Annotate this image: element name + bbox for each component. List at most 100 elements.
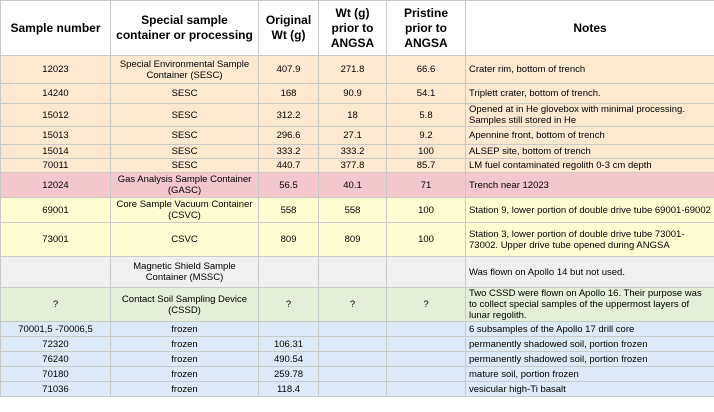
cell-original-wt: 490.54 [258,351,319,367]
sample-table: Sample number Special sample container o… [0,0,714,397]
cell-wt-prior [318,366,387,382]
cell-wt-prior: 271.8 [318,55,387,84]
cell-wt-prior [318,321,387,337]
table-row: 76240 frozen 490.54 permanently shadowed so… [0,351,714,367]
cell-container: Contact Soil Sampling Device (CSSD) [110,287,259,322]
header-wt-prior: Wt (g) prior to ANGSA [318,0,387,56]
cell-notes: Crater rim, bottom of trench [465,55,714,84]
cell-wt-prior [318,336,387,352]
cell-pristine-prior: 5.8 [386,103,466,127]
cell-original-wt: 106.31 [258,336,319,352]
table-row: ? Contact Soil Sampling Device (CSSD)??? T… [0,287,714,322]
header-pristine-prior: Pristine prior to ANGSA [386,0,466,56]
cell-notes: permanently shadowed soil, portion froze… [465,351,714,367]
cell-sample-number: 12024 [0,172,111,198]
header-original-wt: Original Wt (g) [258,0,319,56]
cell-wt-prior [318,351,387,367]
cell-sample-number: 70011 [0,158,111,173]
cell-wt-prior: 27.1 [318,126,387,145]
cell-sample-number: 71036 [0,381,111,397]
cell-sample-number: 15012 [0,103,111,127]
cell-container: SESC [110,83,259,104]
cell-container: SESC [110,103,259,127]
cell-sample-number: ? [0,287,111,322]
cell-pristine-prior: ? [386,287,466,322]
cell-container: frozen [110,321,259,337]
cell-pristine-prior: 100 [386,144,466,159]
cell-sample-number: 73001 [0,222,111,257]
cell-sample-number: 76240 [0,351,111,367]
table-row: 12023 Special Environmental Sample Contai… [0,55,714,84]
cell-container: frozen [110,351,259,367]
cell-notes: Trench near 12023 [465,172,714,198]
cell-sample-number: 15014 [0,144,111,159]
table-row: 69001 Core Sample Vacuum Container (CSVC)… [0,197,714,223]
cell-original-wt [258,321,319,337]
header-notes: Notes [465,0,714,56]
table-row: 73001 CSVC 809 809 100 Station 3, lower porti… [0,222,714,257]
cell-wt-prior: 18 [318,103,387,127]
table-body: 12023 Special Environmental Sample Contai… [0,55,714,397]
cell-original-wt: 312.2 [258,103,319,127]
header-container: Special sample container or processing [110,0,259,56]
cell-notes: Station 9, lower portion of double drive… [465,197,714,223]
cell-pristine-prior: 71 [386,172,466,198]
cell-original-wt: 259.78 [258,366,319,382]
table-row: 72320 frozen 106.31 permanently shadowed so… [0,336,714,352]
cell-notes: Apennine front, bottom of trench [465,126,714,145]
table-row: 71036 frozen 118.4 vesicular high-Ti basalt [0,381,714,397]
cell-notes: Triplett crater, bottom of trench. [465,83,714,104]
cell-original-wt: 118.4 [258,381,319,397]
cell-pristine-prior [386,381,466,397]
cell-sample-number: 70180 [0,366,111,382]
cell-notes: LM fuel contaminated regolith 0-3 cm dep… [465,158,714,173]
cell-sample-number: 12023 [0,55,111,84]
cell-notes: Two CSSD were flown on Apollo 16. Their … [465,287,714,322]
cell-sample-number: 15013 [0,126,111,145]
cell-original-wt: 809 [258,222,319,257]
cell-notes: Was flown on Apollo 14 but not used. [465,256,714,288]
cell-original-wt: 296.6 [258,126,319,145]
table-row: Magnetic Shield Sample Container (MSSC) W… [0,256,714,288]
cell-wt-prior [318,381,387,397]
cell-pristine-prior [386,351,466,367]
cell-original-wt: 440.7 [258,158,319,173]
cell-pristine-prior: 100 [386,222,466,257]
cell-container: SESC [110,158,259,173]
table-row: 12024 Gas Analysis Sample Container (GASC… [0,172,714,198]
cell-pristine-prior [386,321,466,337]
cell-wt-prior: ? [318,287,387,322]
cell-wt-prior: 377.8 [318,158,387,173]
cell-pristine-prior: 100 [386,197,466,223]
cell-pristine-prior [386,256,466,288]
cell-container: SESC [110,126,259,145]
cell-pristine-prior [386,336,466,352]
header-sample-number: Sample number [0,0,111,56]
cell-wt-prior: 40.1 [318,172,387,198]
cell-sample-number: 72320 [0,336,111,352]
table-row: 15014 SESC 333.2 333.2 100 ALSEP site, bottom… [0,144,714,159]
cell-original-wt: 407.9 [258,55,319,84]
cell-container: frozen [110,336,259,352]
cell-notes: Opened at in He glovebox with minimal pr… [465,103,714,127]
cell-container: Core Sample Vacuum Container (CSVC) [110,197,259,223]
cell-sample-number [0,256,111,288]
cell-container: SESC [110,144,259,159]
cell-container: CSVC [110,222,259,257]
table-row: 15012 SESC 312.2 18 5.8 Opened at in He glove… [0,103,714,127]
cell-sample-number: 70001,5 -70006,5 [0,321,111,337]
cell-notes: mature soil, portion frozen [465,366,714,382]
cell-container: frozen [110,366,259,382]
cell-pristine-prior: 66.6 [386,55,466,84]
cell-wt-prior: 558 [318,197,387,223]
cell-notes: ALSEP site, bottom of trench [465,144,714,159]
table-row: 14240 SESC 168 90.9 54.1 Triplett crater, bot… [0,83,714,104]
cell-notes: vesicular high-Ti basalt [465,381,714,397]
cell-notes: 6 subsamples of the Apollo 17 drill core [465,321,714,337]
cell-pristine-prior [386,366,466,382]
cell-notes: permanently shadowed soil, portion froze… [465,336,714,352]
cell-original-wt: 558 [258,197,319,223]
cell-original-wt: 168 [258,83,319,104]
table-row: 15013 SESC 296.6 27.1 9.2 Apennine front, bot… [0,126,714,145]
cell-pristine-prior: 54.1 [386,83,466,104]
